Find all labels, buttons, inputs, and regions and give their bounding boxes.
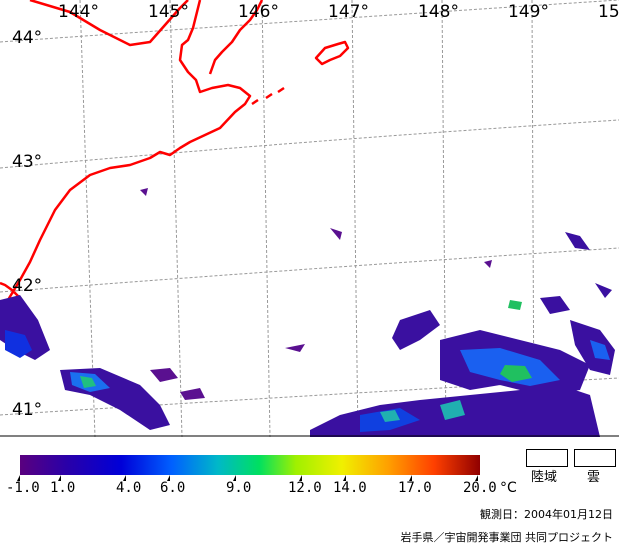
- sst-patch: [500, 365, 532, 382]
- colorbar-tick-label: 14.0: [333, 480, 367, 496]
- longitude-label-144: 144°: [58, 2, 99, 22]
- land-legend-label: 陸域: [531, 470, 558, 485]
- sst-patch: [150, 368, 178, 382]
- colorbar-tick-label: -1.0: [6, 480, 40, 496]
- sst-map: [0, 0, 619, 437]
- colorbar: [20, 455, 480, 475]
- sst-patch: [440, 400, 465, 420]
- sst-patch: [5, 330, 32, 358]
- coastline: [0, 0, 350, 311]
- sst-patch: [392, 310, 440, 350]
- sst-data-pixels: [0, 188, 615, 437]
- tick-marker: [17, 475, 20, 481]
- latitude-label-44: 44°: [12, 28, 43, 48]
- sst-patch: [508, 300, 522, 310]
- credit-text: 岩手県／宇宙開発事業団 共同プロジェクト: [400, 531, 614, 544]
- longitude-line-145: [169, 0, 183, 437]
- colorbar-tick-label: 17.0: [398, 480, 432, 496]
- colorbar-unit: °C: [500, 480, 517, 496]
- tick-marker: [167, 475, 170, 481]
- colorbar-tick-label: 6.0: [160, 480, 186, 496]
- tick-marker: [233, 475, 236, 481]
- longitude-label-147: 147°: [328, 2, 369, 22]
- sst-patch: [80, 376, 96, 388]
- colorbar-tick-label: 9.0: [226, 480, 252, 496]
- latitude-line-43: [0, 119, 619, 169]
- tick-marker: [299, 475, 302, 481]
- sst-patch: [140, 188, 148, 196]
- colorbar-gradient: [20, 455, 480, 475]
- longitude-label-149: 149°: [508, 2, 549, 22]
- land-legend-swatch: [526, 449, 568, 467]
- colorbar-tick-label: 20.0: [463, 480, 497, 496]
- longitude-label-150: 15: [598, 2, 619, 22]
- colorbar-tick-label: 12.0: [288, 480, 322, 496]
- sst-patch: [540, 296, 570, 314]
- sst-patch: [285, 344, 305, 352]
- longitude-label-145: 145°: [148, 2, 189, 22]
- tick-marker: [475, 475, 478, 481]
- longitude-line-149: [531, 0, 535, 437]
- colorbar-tick-label: 1.0: [50, 480, 76, 496]
- sst-patch: [180, 388, 205, 400]
- colorbar-tick-label: 4.0: [116, 480, 142, 496]
- cloud-legend-swatch: [574, 449, 616, 467]
- observation-date: 観測日：2004年01月12日: [480, 508, 613, 521]
- latitude-label-42: 42°: [12, 276, 43, 296]
- sst-patch: [484, 260, 492, 268]
- latitude-line-41: [0, 377, 619, 416]
- longitude-line-148: [441, 0, 447, 437]
- sst-patch: [330, 228, 342, 240]
- graticule: [0, 0, 619, 437]
- shikotan-island: [314, 40, 350, 66]
- sst-patch: [590, 340, 610, 360]
- tick-marker: [409, 475, 412, 481]
- latitude-line-42: [0, 247, 619, 293]
- longitude-label-148: 148°: [418, 2, 459, 22]
- tick-marker: [58, 475, 61, 481]
- tick-marker: [343, 475, 346, 481]
- longitude-line-144: [79, 0, 96, 437]
- sst-patch: [380, 410, 400, 422]
- kunashiri-island: [208, 0, 264, 75]
- cloud-legend-label: 雲: [587, 470, 601, 485]
- latitude-label-43: 43°: [12, 152, 43, 172]
- longitude-line-147: [351, 0, 359, 437]
- sst-patch: [565, 232, 590, 250]
- latitude-label-41: 41°: [12, 400, 43, 420]
- colorbar-tick-markers: [17, 475, 478, 481]
- tick-marker: [123, 475, 126, 481]
- latitude-line-44: [0, 0, 619, 43]
- sst-patch: [595, 283, 612, 298]
- longitude-label-146: 146°: [238, 2, 279, 22]
- habomai-islands: [251, 86, 285, 106]
- longitude-line-146: [261, 0, 271, 437]
